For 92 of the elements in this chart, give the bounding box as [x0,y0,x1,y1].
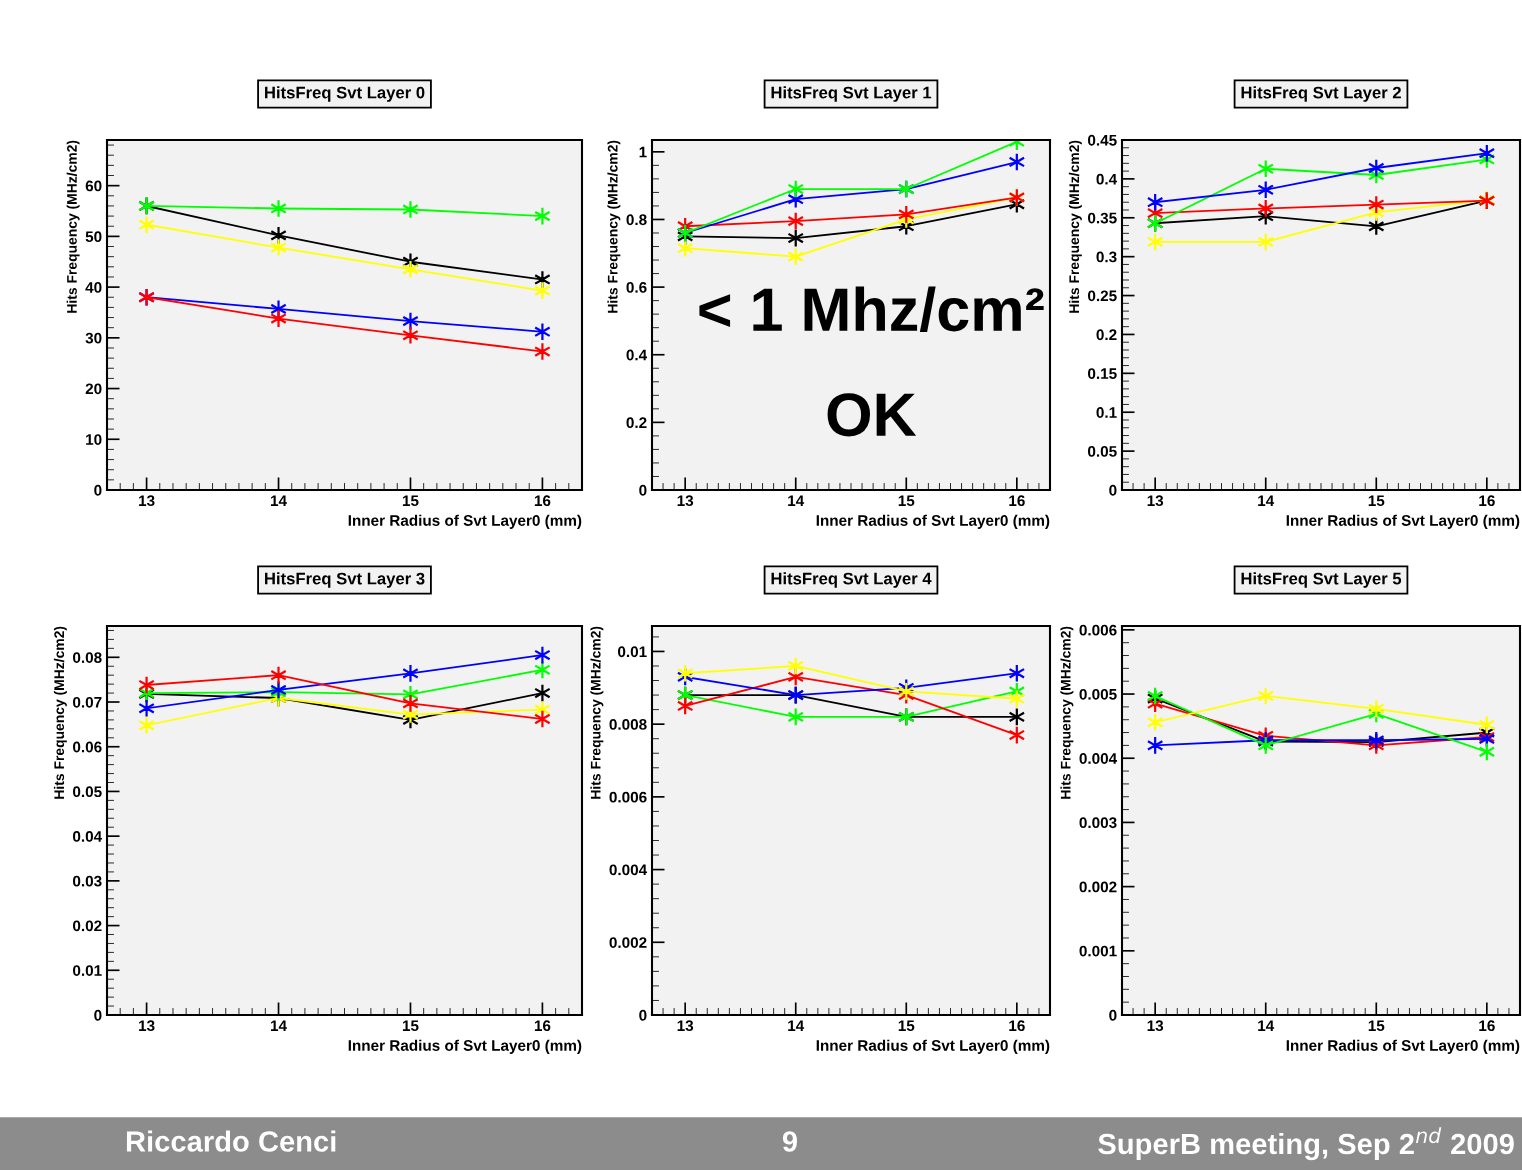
y-axis-title: Hits Frequency (MHz/cm2) [590,626,604,799]
x-tick-label: 15 [402,1020,419,1032]
y-axis-title: Hits Frequency (MHz/cm2) [66,140,80,313]
y-tick-label: 1 [639,146,647,158]
y-tick-label: 0.006 [1079,624,1117,636]
y-tick-label: 10 [86,434,102,445]
x-axis-title: Inner Radius of Svt Layer0 (mm) [816,514,1050,529]
x-tick-label: 13 [139,495,155,507]
y-tick-label: 0.001 [1079,945,1117,957]
y-tick-label: 0.25 [1088,290,1117,302]
y-tick-label: 0.006 [609,791,647,803]
y-tick-label: 0.4 [1096,173,1118,185]
y-tick-label: 0.03 [73,875,102,887]
chart-title: HitsFreq Svt Layer 3 [265,572,425,588]
y-axis-title: Hits Frequency (MHz/cm2) [53,626,67,799]
x-tick-label: 13 [1147,495,1164,507]
y-tick-label: 0.07 [73,696,102,708]
y-tick-label: 0.008 [609,719,647,730]
y-tick-label: 40 [85,281,102,293]
x-tick-label: 13 [677,1020,694,1032]
x-axis-title: Inner Radius of Svt Layer0 (mm) [1286,1039,1520,1054]
x-tick-label: 14 [270,495,287,506]
x-tick-label: 15 [898,1020,915,1032]
x-tick-label: 15 [402,495,419,507]
x-tick-label: 14 [788,495,805,506]
y-tick-label: 0.004 [1079,753,1118,764]
y-tick-label: 0.002 [1079,881,1117,893]
y-tick-label: 0 [94,484,102,496]
y-tick-label: 0.05 [73,786,102,798]
y-tick-label: 0.005 [1079,688,1117,700]
y-tick-label: 0.003 [1079,817,1117,829]
text: 9 [782,1131,798,1152]
y-tick-label: 0.004 [609,864,648,876]
y-tick-label: 0.01 [73,965,102,976]
x-tick-label: 14 [1258,1020,1275,1031]
y-tick-label: 0.06 [73,741,102,753]
y-tick-label: 60 [85,180,102,192]
y-tick-label: 0.02 [73,920,102,932]
x-axis-title: Inner Radius of Svt Layer0 (mm) [348,1039,582,1054]
y-tick-label: 0.002 [609,937,647,948]
chart-title: HitsFreq Svt Layer 2 [1241,86,1401,102]
chart-title: HitsFreq Svt Layer 4 [771,572,932,588]
y-axis-title: Hits Frequency (MHz/cm2) [1060,626,1074,799]
y-tick-label: 30 [85,332,102,344]
y-tick-label: 0.8 [626,214,647,226]
chart-title: HitsFreq Svt Layer 5 [1241,572,1402,588]
y-tick-label: 0.2 [626,417,647,429]
y-tick-label: 0.6 [626,281,647,293]
y-tick-label: 0 [639,484,647,496]
x-tick-label: 14 [788,1020,805,1031]
text: Riccardo Cenci [126,1130,336,1152]
x-tick-label: 15 [898,495,915,507]
x-tick-label: 16 [1009,495,1025,507]
annotation: < 1 Mhz/cm² [699,286,1044,333]
x-tick-label: 16 [1479,1020,1495,1032]
y-tick-label: 0.01 [618,646,647,658]
y-axis-title: Hits Frequency (MHz/cm2) [1068,140,1082,313]
y-tick-label: 0 [639,1009,647,1021]
x-tick-label: 16 [534,495,551,507]
y-tick-label: 0.4 [626,349,648,361]
y-tick-label: 0 [1109,1009,1117,1021]
y-tick-label: 0.45 [1088,134,1117,146]
x-tick-label: 13 [139,1020,155,1032]
y-tick-label: 0.3 [1096,251,1117,263]
text: SuperB meeting, Sep 2$^{nd}$ 2009 [1098,1127,1514,1161]
annotation: OK [827,393,917,437]
y-tick-label: 0.1 [1096,407,1117,418]
y-tick-label: 0.08 [73,652,102,663]
y-axis-title: Hits Frequency (MHz/cm2) [607,140,621,313]
chart-title: HitsFreq Svt Layer 1 [771,86,932,102]
x-tick-label: 15 [1368,1020,1385,1032]
x-tick-label: 13 [1147,1020,1164,1032]
x-tick-label: 16 [534,1020,551,1032]
y-tick-label: 0.35 [1088,212,1117,224]
x-tick-label: 14 [1258,495,1275,506]
y-tick-label: 0 [94,1009,102,1021]
x-tick-label: 14 [270,1020,287,1031]
y-tick-label: 0.15 [1088,368,1117,380]
x-axis-title: Inner Radius of Svt Layer0 (mm) [1286,514,1520,529]
y-tick-label: 50 [85,231,102,243]
x-axis-title: Inner Radius of Svt Layer0 (mm) [816,1039,1050,1054]
x-axis-title: Inner Radius of Svt Layer0 (mm) [348,514,582,529]
chart-title: HitsFreq Svt Layer 0 [265,86,425,102]
y-tick-label: 0.05 [1088,445,1117,457]
x-tick-label: 15 [1368,495,1385,507]
x-tick-label: 16 [1479,495,1495,507]
y-tick-label: 20 [85,383,102,395]
y-tick-label: 0.2 [1096,329,1117,341]
x-tick-label: 16 [1009,1020,1025,1032]
y-tick-label: 0.04 [73,831,103,842]
x-tick-label: 13 [677,495,694,507]
y-tick-label: 0 [1109,484,1117,496]
